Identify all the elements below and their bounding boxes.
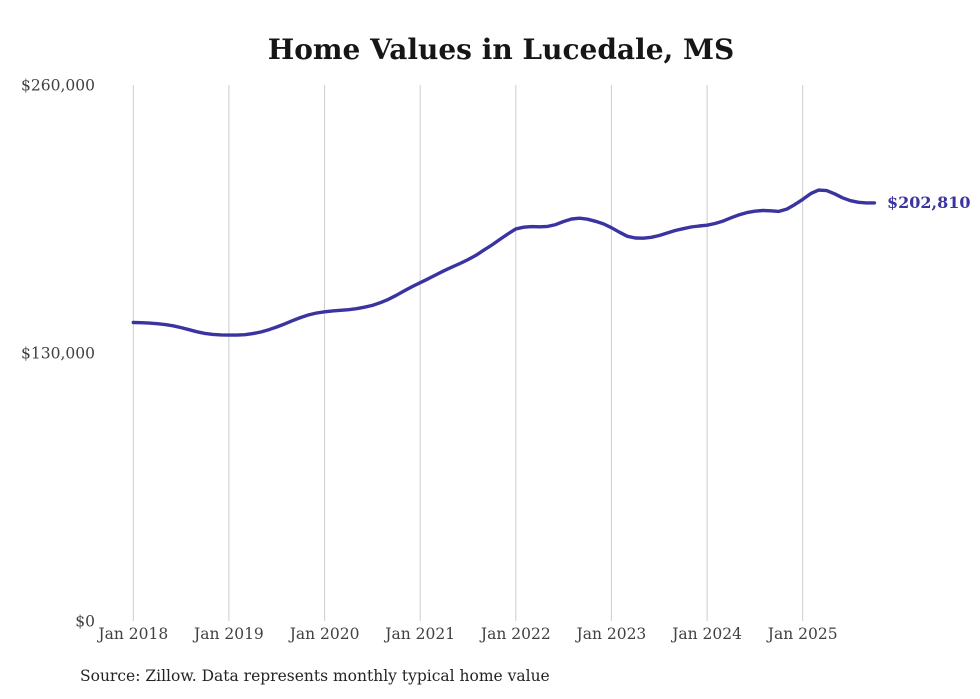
x-axis-tick-label: Jan 2021 [383,625,455,643]
x-axis-tick-label: Jan 2019 [192,625,264,643]
x-axis-tick-label: Jan 2020 [288,625,360,643]
x-axis-tick-label: Jan 2018 [96,625,168,643]
source-note: Source: Zillow. Data represents monthly … [80,667,550,685]
y-axis-tick-label: $0 [75,613,95,631]
x-axis-tick-label: Jan 2022 [479,625,551,643]
y-axis-tick-label: $260,000 [21,77,95,95]
home-value-line [131,188,877,337]
x-axis-tick-label: Jan 2024 [670,625,742,643]
latest-value-label: $202,810 [887,193,971,212]
chart-title: Home Values in Lucedale, MS [267,33,735,66]
x-axis-tick-label: Jan 2023 [574,625,646,643]
y-axis-tick-label: $130,000 [21,345,95,363]
x-axis-tick-label: Jan 2025 [766,625,838,643]
